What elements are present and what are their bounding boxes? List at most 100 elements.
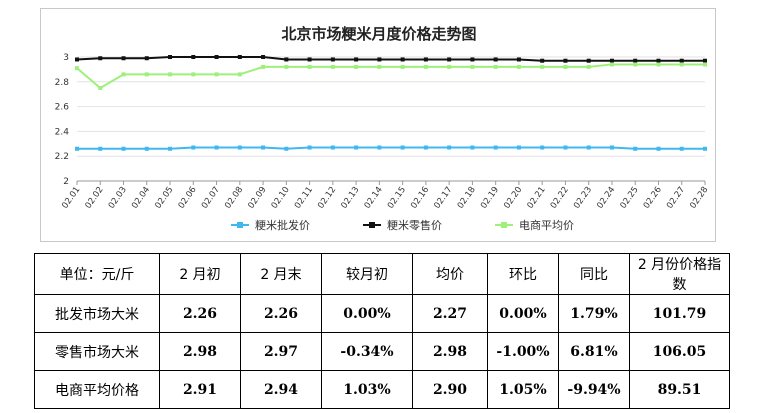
- data-point: [168, 146, 173, 151]
- data-point: [400, 145, 405, 150]
- data-point: [98, 146, 103, 151]
- data-point: [703, 58, 707, 63]
- data-point: [400, 64, 405, 69]
- x-axis: 02.01 02.02 02.03 02.04 02.05 02.06 02.07 02.08…: [60, 181, 710, 211]
- table-header-cell: 均价: [412, 253, 488, 295]
- table-header-cell: 同比: [558, 253, 630, 295]
- x-tick-label: 02.02: [84, 185, 106, 211]
- table-cell: 6.81%: [558, 332, 630, 371]
- data-point: [609, 62, 614, 67]
- data-point: [144, 146, 149, 151]
- data-point: [214, 145, 219, 150]
- data-point: [493, 64, 498, 69]
- data-point: [586, 145, 591, 150]
- data-point: [144, 72, 149, 77]
- data-point: [98, 56, 103, 61]
- x-tick-label: 02.26: [642, 185, 664, 211]
- x-tick-label: 02.15: [386, 185, 408, 211]
- data-point: [354, 145, 359, 150]
- x-tick-label: 02.03: [107, 185, 129, 211]
- x-tick-label: 02.27: [665, 185, 687, 211]
- x-tick-label: 02.04: [130, 185, 152, 211]
- data-point: [656, 62, 661, 67]
- table-header-cell: 单位：元/斤: [34, 253, 160, 295]
- data-point: [586, 58, 591, 63]
- data-point: [540, 145, 545, 150]
- x-tick-label: 02.01: [60, 185, 82, 211]
- x-tick-label: 02.07: [200, 185, 222, 211]
- data-point: [307, 64, 312, 69]
- data-point: [609, 145, 614, 150]
- y-tick-label: 3: [63, 53, 69, 63]
- data-point: [423, 64, 428, 69]
- x-tick-label: 02.16: [409, 185, 431, 211]
- data-point: [377, 57, 382, 62]
- x-tick-label: 02.12: [316, 185, 338, 211]
- data-point: [470, 64, 475, 69]
- table-header-cell: 2 月份价格指数: [629, 253, 730, 295]
- table-header-cell: 2 月初: [159, 253, 241, 295]
- y-tick-label: 2.4: [55, 127, 70, 137]
- table-cell: 0.00%: [321, 294, 413, 333]
- table-cell: 2.90: [412, 370, 488, 409]
- data-point: [493, 145, 498, 150]
- x-tick-label: 02.11: [293, 185, 315, 211]
- table-cell: -9.94%: [558, 370, 630, 409]
- table-cell: 2.26: [159, 294, 241, 333]
- table-header-cell: 2 月末: [240, 253, 322, 295]
- data-point: [237, 55, 242, 59]
- series-line: [77, 146, 705, 150]
- series-line: [76, 56, 705, 62]
- data-point: [423, 57, 428, 62]
- table-row: 零售市场大米 2.98 2.97 -0.34% 2.98 -1.00% 6.81…: [34, 332, 730, 371]
- data-point: [679, 58, 684, 63]
- table-header-row: 单位：元/斤 2 月初 2 月末 较月初 均价 环比 同比 2 月份价格指数: [34, 253, 730, 295]
- data-point: [586, 64, 591, 69]
- x-tick-label: 02.08: [223, 185, 245, 211]
- data-point: [703, 146, 707, 151]
- data-point: [563, 64, 568, 69]
- table-header-cell: 环比: [487, 253, 559, 295]
- data-point: [191, 55, 196, 59]
- x-tick-label: 02.14: [363, 185, 385, 211]
- table-cell: 2.97: [240, 332, 322, 371]
- x-tick-label: 02.22: [549, 185, 571, 211]
- data-point: [679, 62, 684, 67]
- data-point: [121, 72, 126, 77]
- chart-svg: 北京市场粳米月度价格走势图 22.22.42.62.83 02.01 02.02 0…: [55, 25, 711, 232]
- data-point: [609, 58, 614, 63]
- data-point: [261, 64, 266, 69]
- x-tick-label: 02.20: [502, 185, 524, 211]
- x-tick-label: 02.10: [270, 185, 292, 211]
- y-tick-label: 2: [63, 177, 69, 187]
- table-cell: 101.79: [629, 294, 730, 333]
- y-tick-label: 2.2: [55, 152, 69, 162]
- data-point: [214, 72, 219, 77]
- series-2: [75, 55, 707, 63]
- legend-label: 电商平均价: [519, 218, 574, 232]
- x-tick-label: 02.18: [456, 185, 478, 211]
- series-lines: [75, 55, 707, 151]
- data-point: [633, 58, 638, 63]
- data-point: [144, 56, 149, 61]
- legend-label: 粳米零售价: [387, 218, 442, 232]
- price-trend-chart: 北京市场粳米月度价格走势图 2 2.2 2.4 2.6 2.8 3 02.01 02.02 0…: [40, 8, 716, 242]
- data-point: [191, 72, 196, 77]
- data-point: [121, 56, 126, 61]
- data-point: [656, 58, 661, 63]
- table-cell: 1.79%: [558, 294, 630, 333]
- table-cell: 2.98: [412, 332, 488, 371]
- data-point: [284, 64, 289, 69]
- data-point: [516, 57, 521, 62]
- data-point: [563, 145, 568, 150]
- data-point: [330, 145, 335, 150]
- x-tick-label: 02.24: [595, 185, 617, 211]
- data-point: [516, 64, 521, 69]
- x-tick-label: 02.17: [432, 185, 454, 211]
- data-point: [98, 86, 103, 90]
- data-point: [354, 64, 359, 69]
- table-cell: -1.00%: [487, 332, 559, 371]
- table-row-label: 零售市场大米: [34, 332, 160, 371]
- price-summary-table: 单位：元/斤 2 月初 2 月末 较月初 均价 环比 同比 2 月份价格指数 批…: [34, 253, 730, 409]
- table-cell: 2.27: [412, 294, 488, 333]
